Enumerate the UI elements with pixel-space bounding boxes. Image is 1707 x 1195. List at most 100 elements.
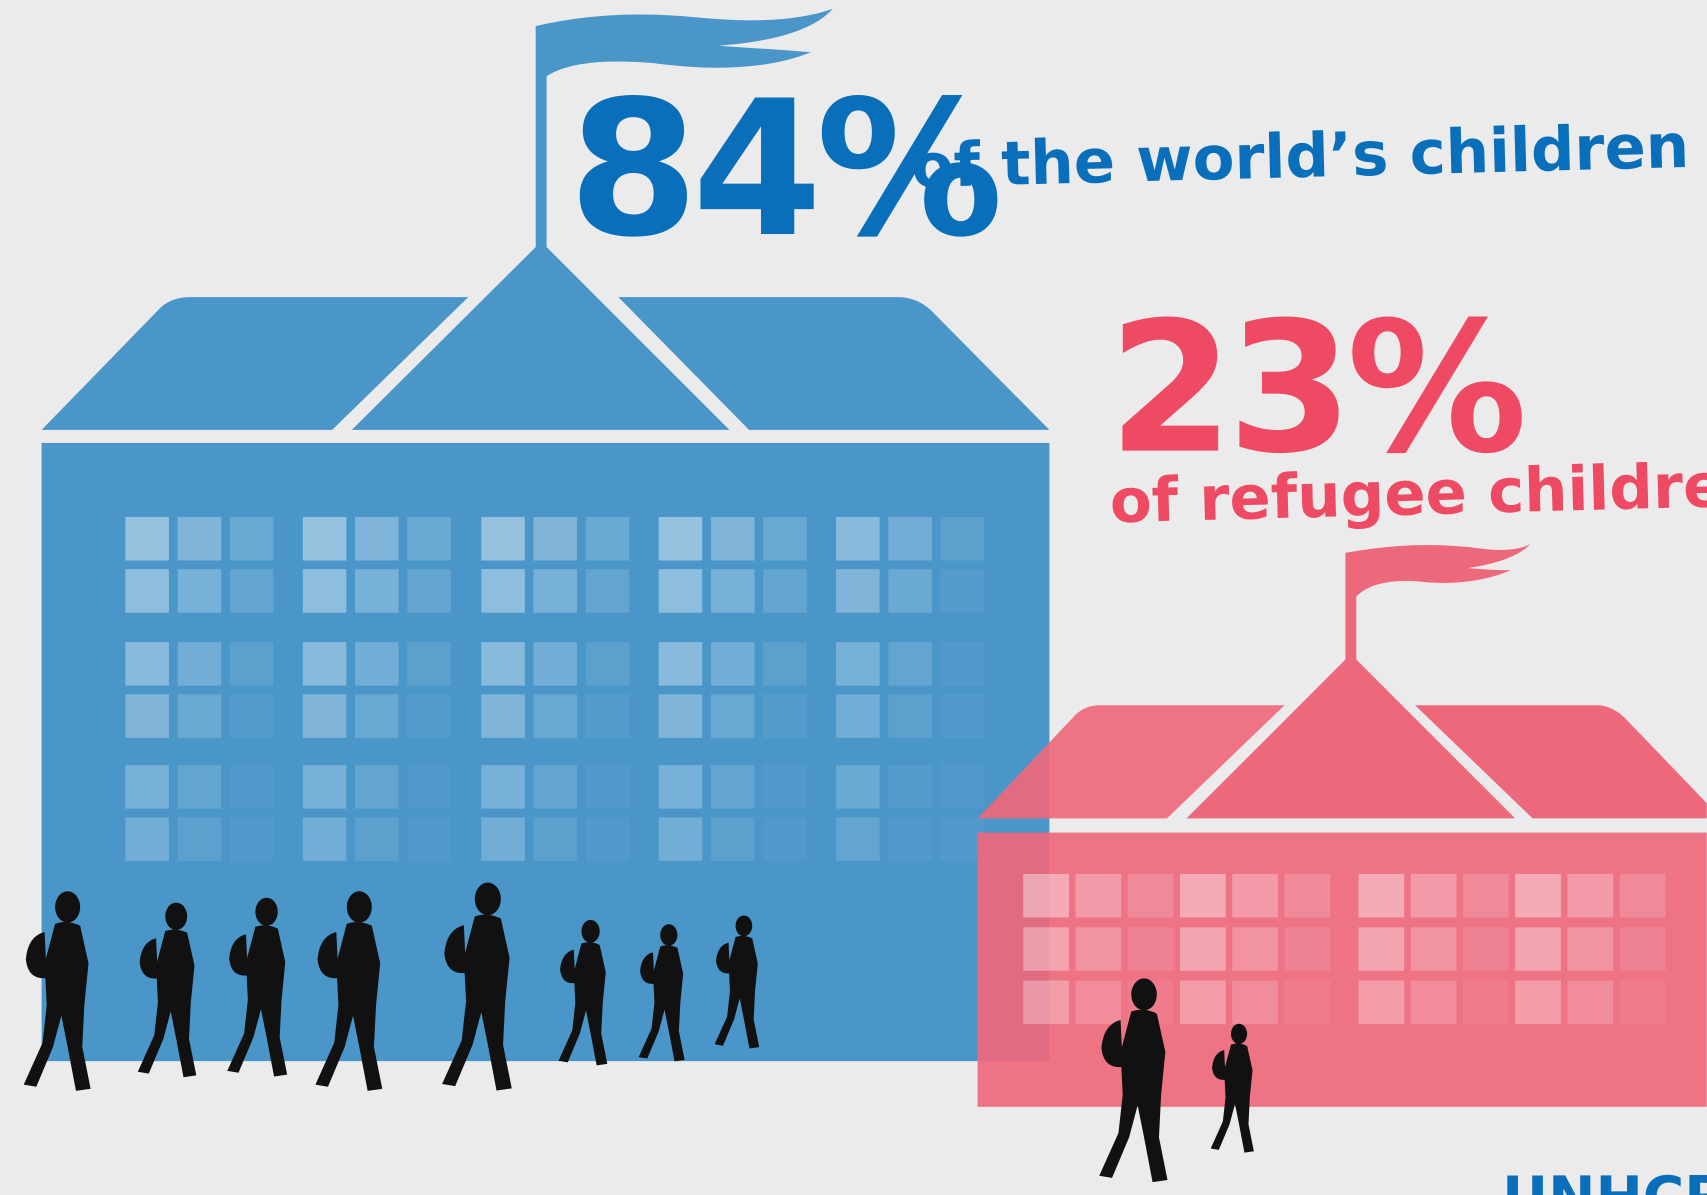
window: [1232, 927, 1278, 971]
window: [659, 694, 703, 738]
window: [355, 765, 399, 809]
window: [1463, 874, 1509, 918]
window: [230, 765, 274, 809]
window: [659, 765, 703, 809]
window: [407, 765, 451, 809]
window: [230, 517, 274, 561]
window: [941, 517, 985, 561]
window: [586, 642, 630, 686]
window: [481, 569, 525, 613]
window: [534, 765, 578, 809]
window: [355, 517, 399, 561]
window: [230, 569, 274, 613]
window: [888, 642, 932, 686]
window: [1076, 927, 1122, 971]
window: [1284, 981, 1330, 1025]
window: [303, 569, 347, 613]
window: [303, 694, 347, 738]
window: [178, 569, 222, 613]
window: [125, 765, 169, 809]
window: [763, 817, 807, 861]
window: [481, 765, 525, 809]
window: [836, 642, 880, 686]
window: [941, 694, 985, 738]
window: [1567, 874, 1613, 918]
window: [888, 694, 932, 738]
window: [941, 569, 985, 613]
window: [1411, 927, 1457, 971]
window: [1515, 927, 1561, 971]
window: [407, 817, 451, 861]
window: [836, 817, 880, 861]
window: [1076, 981, 1122, 1025]
window: [836, 765, 880, 809]
window: [534, 817, 578, 861]
window: [1128, 927, 1174, 971]
window: [407, 569, 451, 613]
window: [711, 517, 755, 561]
window: [1358, 927, 1404, 971]
window: [303, 765, 347, 809]
window: [230, 694, 274, 738]
window: [763, 694, 807, 738]
window: [1620, 981, 1666, 1025]
window: [1567, 927, 1613, 971]
window: [586, 569, 630, 613]
window: [763, 642, 807, 686]
window: [586, 694, 630, 738]
infographic: 84% of the world’s children 23% of refug…: [0, 0, 1707, 1195]
window: [888, 765, 932, 809]
page: {"headline_world": {"percent": "84%", "l…: [0, 0, 1707, 1195]
window: [659, 569, 703, 613]
window: [1567, 981, 1613, 1025]
window: [534, 642, 578, 686]
window: [534, 569, 578, 613]
window: [941, 765, 985, 809]
window: [355, 642, 399, 686]
window: [1411, 874, 1457, 918]
window: [1463, 981, 1509, 1025]
window: [178, 765, 222, 809]
logo: UNHCR: [1502, 1165, 1707, 1195]
window: [1358, 981, 1404, 1025]
window: [407, 642, 451, 686]
window: [178, 642, 222, 686]
window: [125, 817, 169, 861]
window: [711, 817, 755, 861]
window: [1023, 927, 1069, 971]
window: [1515, 981, 1561, 1025]
window: [1180, 874, 1226, 918]
window: [481, 642, 525, 686]
window: [230, 642, 274, 686]
window: [178, 517, 222, 561]
window: [1284, 927, 1330, 971]
window: [230, 817, 274, 861]
window: [1180, 927, 1226, 971]
window: [1076, 874, 1122, 918]
window: [586, 765, 630, 809]
window: [711, 569, 755, 613]
window: [178, 694, 222, 738]
window: [534, 517, 578, 561]
window: [586, 817, 630, 861]
window: [1358, 874, 1404, 918]
window: [659, 517, 703, 561]
window: [836, 517, 880, 561]
window: [1180, 981, 1226, 1025]
window: [711, 694, 755, 738]
window: [355, 694, 399, 738]
window: [763, 517, 807, 561]
window: [481, 817, 525, 861]
window: [125, 517, 169, 561]
window: [125, 642, 169, 686]
window: [888, 817, 932, 861]
window: [836, 694, 880, 738]
window: [125, 569, 169, 613]
window: [534, 694, 578, 738]
window: [481, 694, 525, 738]
window: [888, 569, 932, 613]
window: [355, 817, 399, 861]
window: [1463, 927, 1509, 971]
window: [1620, 927, 1666, 971]
window: [1023, 981, 1069, 1025]
